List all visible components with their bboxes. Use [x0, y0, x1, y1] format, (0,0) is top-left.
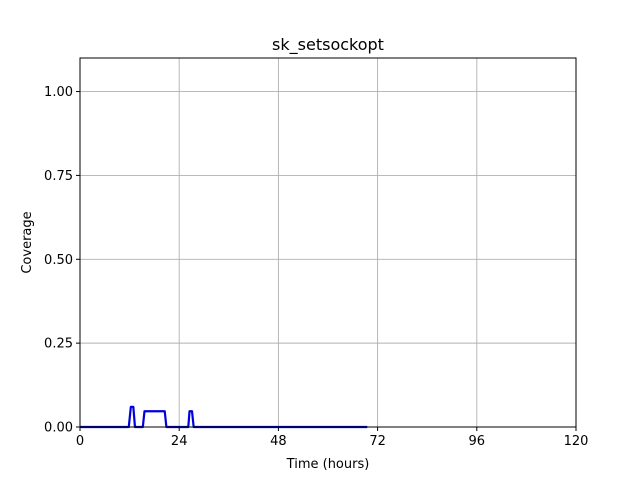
- tick-layer: 0 24 48 72 96 120 0.00 0.25 0.50 0.75 1.00: [44, 85, 588, 449]
- series-layer: [80, 405, 368, 429]
- y-tick-label: 0.50: [44, 253, 73, 268]
- plot-frame: [79, 57, 577, 428]
- chart-title: sk_setsockopt: [272, 35, 384, 55]
- x-tick-label: 96: [469, 434, 486, 449]
- y-tick-label: 0.25: [44, 337, 73, 352]
- y-axis-label: Coverage: [20, 211, 35, 273]
- x-tick-label: 72: [369, 434, 386, 449]
- coverage-series-line: [80, 405, 368, 429]
- x-tick-label: 0: [76, 434, 84, 449]
- y-tick-label: 0.00: [44, 421, 73, 436]
- x-axis-label: Time (hours): [286, 457, 370, 472]
- y-tick-label: 1.00: [44, 85, 73, 100]
- x-tick-label: 48: [270, 434, 287, 449]
- x-tick-label: 120: [564, 434, 589, 449]
- y-tick-label: 0.75: [44, 169, 73, 184]
- x-tick-label: 24: [171, 434, 188, 449]
